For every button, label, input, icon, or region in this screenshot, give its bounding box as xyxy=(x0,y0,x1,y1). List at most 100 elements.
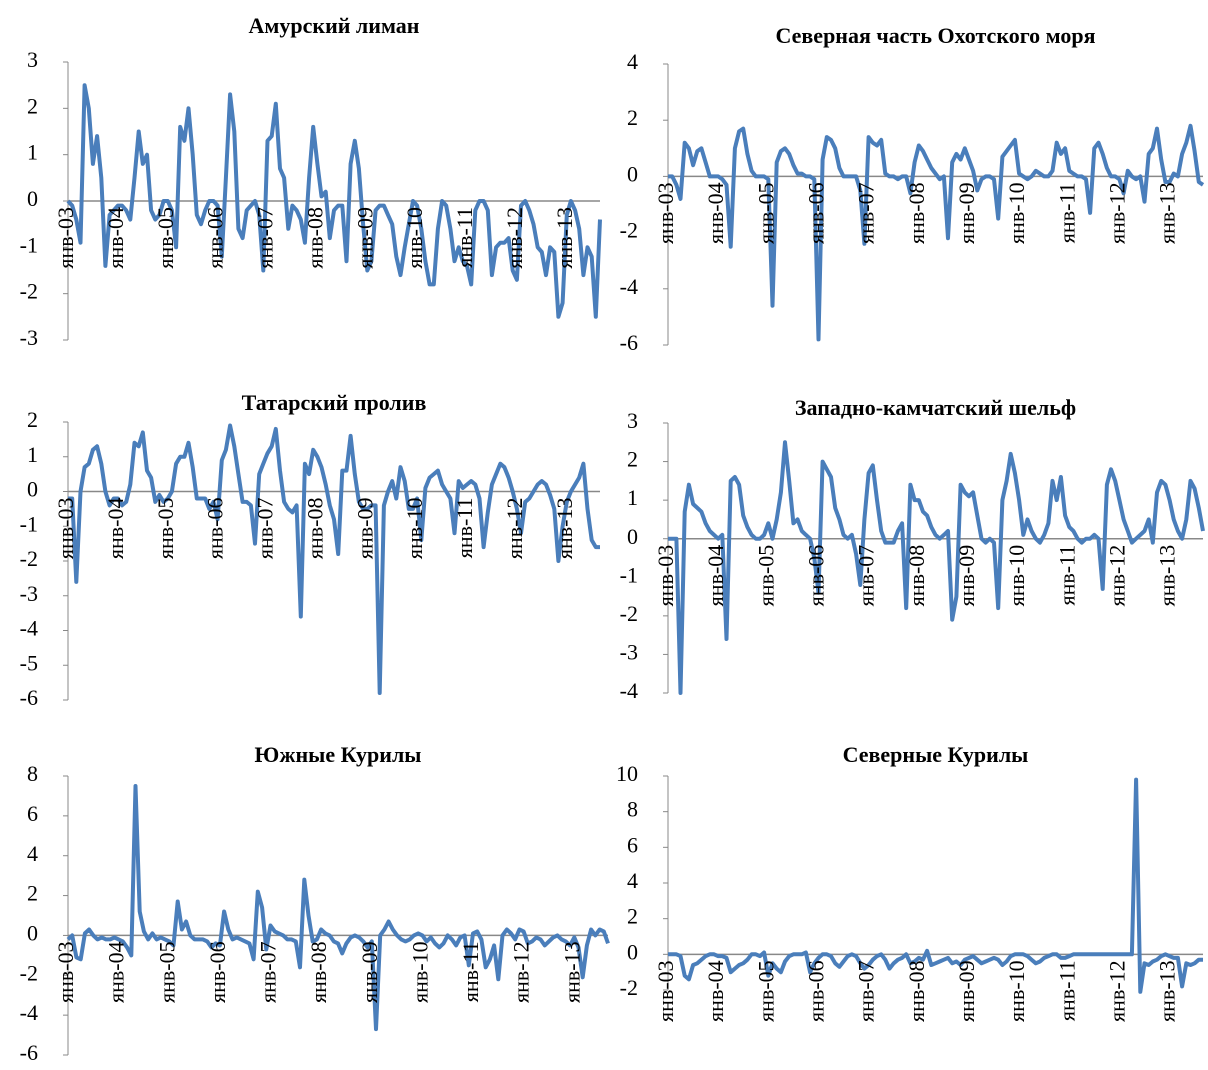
y-tick-label: 8 xyxy=(627,797,638,822)
x-tick-label: янв-08 xyxy=(904,182,929,244)
x-tick-label: янв-12 xyxy=(1104,182,1129,244)
y-tick-label: -4 xyxy=(20,1000,38,1025)
x-tick-label: янв-05 xyxy=(154,941,179,1003)
x-tick-label: янв-13 xyxy=(552,498,577,560)
data-line xyxy=(668,123,1205,342)
y-tick-label: -2 xyxy=(620,601,638,626)
x-tick-label: янв-10 xyxy=(402,498,427,560)
data-line xyxy=(668,777,1203,994)
y-tick-label: -6 xyxy=(20,685,38,710)
x-tick-label: янв-11 xyxy=(1054,182,1079,243)
y-tick-label: -2 xyxy=(20,960,38,985)
y-tick-label: -6 xyxy=(20,1040,38,1065)
y-tick-label: 0 xyxy=(627,161,638,186)
y-tick-label: -1 xyxy=(620,562,638,587)
x-tick-label: янв-05 xyxy=(753,545,778,607)
y-tick-label: 2 xyxy=(27,407,38,432)
x-tick-label: янв-11 xyxy=(452,207,477,268)
x-tick-label: янв-08 xyxy=(306,941,331,1003)
x-tick-label: янв-10 xyxy=(402,207,427,269)
x-tick-label: янв-04 xyxy=(103,498,128,560)
data-line xyxy=(66,784,610,1032)
x-tick-label: янв-10 xyxy=(1004,182,1029,244)
chart-title: Северные Курилы xyxy=(843,742,1029,767)
x-tick-label: янв-13 xyxy=(1155,960,1180,1022)
y-tick-label: -4 xyxy=(620,678,638,703)
x-tick-label: янв-03 xyxy=(653,182,678,244)
y-tick-label: -3 xyxy=(20,325,38,350)
y-tick-label: -3 xyxy=(620,639,638,664)
y-tick-label: 4 xyxy=(627,868,638,893)
y-tick-label: 1 xyxy=(27,140,38,165)
y-tick-label: -2 xyxy=(20,546,38,571)
y-tick-label: -4 xyxy=(20,616,38,641)
y-tick-label: -2 xyxy=(620,975,638,1000)
y-tick-label: 2 xyxy=(27,881,38,906)
y-tick-label: 8 xyxy=(27,761,38,786)
x-tick-label: янв-13 xyxy=(559,941,584,1003)
x-tick-label: янв-05 xyxy=(753,960,778,1022)
y-tick-label: 1 xyxy=(27,442,38,467)
x-tick-label: янв-07 xyxy=(854,960,879,1022)
y-tick-label: -2 xyxy=(20,279,38,304)
x-tick-label: янв-10 xyxy=(407,941,432,1003)
chart-title: Западно-камчатский шельф xyxy=(795,395,1076,420)
x-tick-label: янв-08 xyxy=(302,498,327,560)
data-line xyxy=(668,440,1205,695)
y-tick-label: 2 xyxy=(27,93,38,118)
x-tick-label: янв-08 xyxy=(904,960,929,1022)
y-tick-label: 2 xyxy=(627,105,638,130)
y-tick-label: 0 xyxy=(627,524,638,549)
data-line xyxy=(68,423,600,695)
x-tick-label: янв-07 xyxy=(253,498,278,560)
x-tick-label: янв-11 xyxy=(1054,960,1079,1021)
x-tick-label: янв-06 xyxy=(205,941,230,1003)
x-tick-label: янв-03 xyxy=(653,960,678,1022)
x-tick-label: янв-05 xyxy=(753,182,778,244)
y-tick-label: 6 xyxy=(27,801,38,826)
chart-title: Татарский пролив xyxy=(242,390,427,415)
x-tick-label: янв-05 xyxy=(153,207,178,269)
x-tick-label: янв-07 xyxy=(854,182,879,244)
x-tick-label: янв-04 xyxy=(104,941,129,1003)
x-tick-label: янв-12 xyxy=(502,498,527,560)
x-tick-label: янв-08 xyxy=(904,545,929,607)
x-tick-label: янв-03 xyxy=(53,207,78,269)
chart-title: Северная часть Охотского моря xyxy=(776,23,1096,48)
x-tick-label: янв-12 xyxy=(502,207,527,269)
x-tick-label: янв-09 xyxy=(357,941,382,1003)
y-tick-label: -4 xyxy=(620,274,638,299)
y-tick-label: 3 xyxy=(627,408,638,433)
x-tick-label: янв-12 xyxy=(1104,545,1129,607)
y-tick-label: 0 xyxy=(27,186,38,211)
y-tick-label: 6 xyxy=(627,832,638,857)
x-tick-label: янв-04 xyxy=(703,545,728,607)
y-tick-label: -5 xyxy=(20,650,38,675)
y-tick-label: -6 xyxy=(620,330,638,355)
x-tick-label: янв-09 xyxy=(954,545,979,607)
x-tick-label: янв-07 xyxy=(854,545,879,607)
y-tick-label: 3 xyxy=(27,47,38,72)
x-tick-label: янв-09 xyxy=(352,498,377,560)
x-tick-label: янв-11 xyxy=(452,498,477,559)
chart-title: Южные Курилы xyxy=(255,742,422,767)
x-tick-label: янв-12 xyxy=(1104,960,1129,1022)
x-tick-label: янв-13 xyxy=(552,207,577,269)
data-line xyxy=(66,83,602,319)
x-tick-label: янв-11 xyxy=(1054,545,1079,606)
y-tick-label: 2 xyxy=(627,447,638,472)
y-tick-label: -1 xyxy=(20,232,38,257)
x-tick-label: янв-12 xyxy=(509,941,534,1003)
x-tick-label: янв-06 xyxy=(804,960,829,1022)
y-tick-label: 0 xyxy=(27,477,38,502)
x-tick-label: янв-09 xyxy=(954,960,979,1022)
x-tick-label: янв-03 xyxy=(53,941,78,1003)
x-tick-label: янв-07 xyxy=(253,207,278,269)
y-tick-label: 10 xyxy=(616,761,638,786)
x-tick-label: янв-05 xyxy=(153,498,178,560)
x-tick-label: янв-13 xyxy=(1155,545,1180,607)
x-tick-label: янв-04 xyxy=(703,960,728,1022)
x-tick-label: янв-08 xyxy=(302,207,327,269)
x-tick-label: янв-07 xyxy=(256,941,281,1003)
